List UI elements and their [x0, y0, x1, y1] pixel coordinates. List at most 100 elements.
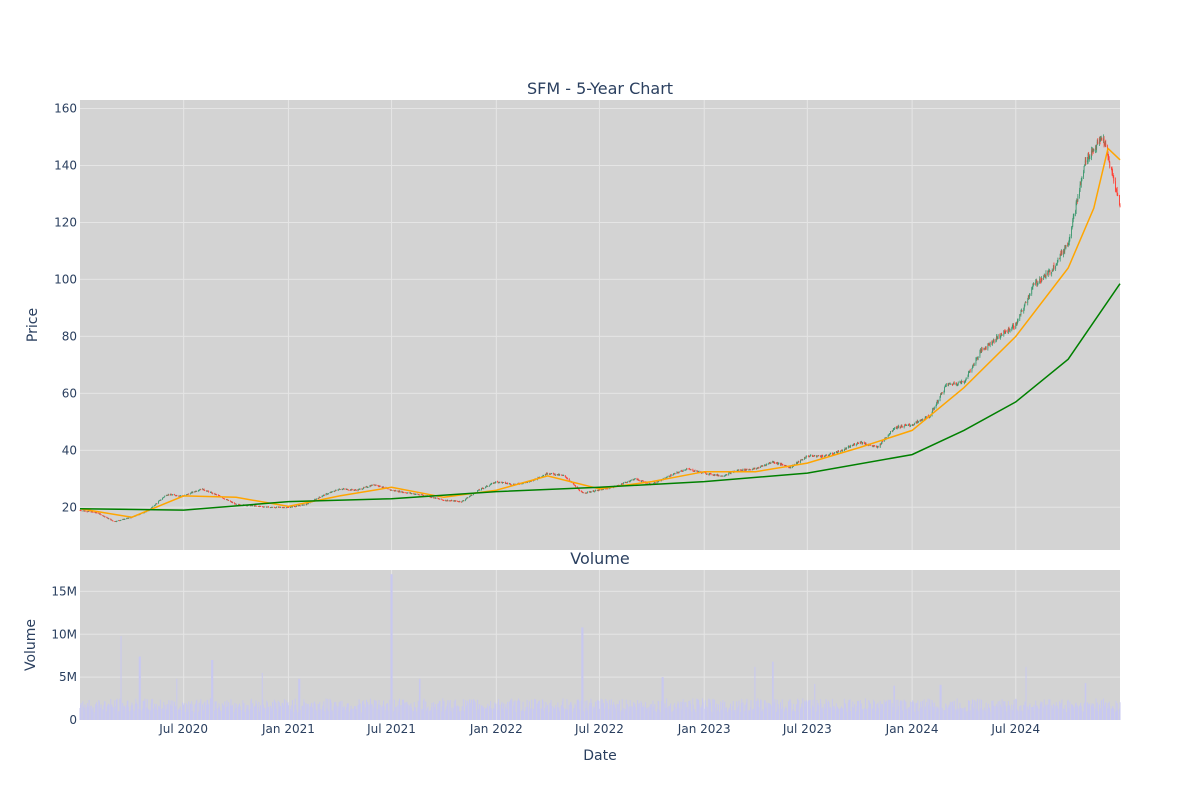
- volume-bar: [403, 699, 405, 720]
- candle-body: [948, 383, 949, 386]
- candle-body: [710, 473, 711, 475]
- candle-body: [527, 482, 529, 483]
- volume-bar: [765, 708, 767, 720]
- volume-bar: [838, 708, 840, 720]
- volume-bar: [164, 705, 166, 720]
- volume-bar: [780, 702, 782, 720]
- candle-body: [738, 469, 740, 471]
- candle-body: [881, 441, 883, 444]
- candle-body: [453, 500, 455, 502]
- volume-bar: [1028, 705, 1030, 720]
- volume-bar: [514, 700, 516, 720]
- candle-body: [458, 501, 460, 503]
- volume-bar: [626, 710, 628, 720]
- candle-body: [1021, 310, 1023, 312]
- candle-body: [1029, 293, 1031, 296]
- candle-body: [390, 489, 392, 491]
- volume-bar: [632, 706, 634, 720]
- candle-body: [442, 500, 444, 501]
- volume-bar: [250, 698, 252, 720]
- candle-body: [354, 489, 356, 491]
- volume-bar: [912, 700, 914, 720]
- candle-body: [466, 497, 468, 499]
- volume-bar: [947, 707, 949, 720]
- candle-body: [285, 507, 287, 509]
- volume-bar: [510, 700, 512, 720]
- candle-body: [455, 500, 457, 502]
- volume-bar: [311, 702, 313, 720]
- candle-body: [351, 489, 353, 491]
- volume-bar: [977, 698, 979, 720]
- candle-body: [877, 446, 879, 448]
- volume-bar: [987, 708, 989, 720]
- volume-bar: [274, 700, 276, 720]
- candle-body: [604, 488, 606, 490]
- volume-bar: [769, 712, 771, 720]
- candle-body: [577, 488, 579, 490]
- volume-bar: [337, 706, 339, 720]
- candle-body: [632, 479, 634, 481]
- volume-bar: [251, 710, 253, 720]
- candle-body: [251, 505, 253, 507]
- volume-bar: [249, 708, 251, 720]
- candle-body: [944, 385, 946, 388]
- candle-body: [497, 481, 499, 483]
- volume-bar: [840, 706, 842, 720]
- candle-body: [314, 499, 316, 501]
- volume-bar: [413, 710, 415, 720]
- volume-bar: [756, 701, 758, 720]
- candle-body: [1052, 270, 1054, 271]
- candle-body: [362, 488, 363, 490]
- candle-body: [251, 505, 252, 507]
- volume-bar: [737, 710, 739, 720]
- volume-bar: [724, 701, 726, 720]
- volume-bar: [176, 678, 178, 720]
- candle-body: [439, 498, 441, 500]
- volume-bar: [474, 702, 476, 720]
- volume-bar: [354, 709, 356, 720]
- candle-body: [1119, 205, 1121, 208]
- candle-body: [231, 502, 233, 503]
- volume-bar: [228, 702, 230, 720]
- candle-body: [774, 462, 776, 464]
- volume-bar: [702, 698, 704, 720]
- candle-body: [319, 496, 321, 498]
- candle-body: [114, 521, 116, 522]
- volume-bar: [794, 710, 796, 720]
- candle-body: [752, 468, 754, 470]
- candle-body: [1012, 325, 1014, 327]
- volume-bar: [940, 684, 942, 720]
- volume-bar: [641, 703, 643, 720]
- candle-body: [298, 505, 300, 507]
- volume-bar: [606, 700, 608, 720]
- candle-body: [84, 510, 85, 512]
- candle-body: [357, 489, 359, 491]
- volume-bar: [967, 710, 969, 720]
- volume-bar: [271, 711, 273, 720]
- candle-body: [112, 520, 113, 522]
- candle-body: [827, 455, 829, 457]
- volume-bar: [391, 574, 393, 720]
- candle-body: [874, 445, 875, 447]
- candle-body: [1116, 189, 1118, 195]
- candle-body: [441, 499, 443, 501]
- candle-body: [1041, 278, 1042, 282]
- volume-bar: [309, 706, 311, 720]
- volume-bar: [411, 710, 413, 720]
- volume-bar: [581, 627, 583, 720]
- volume-bar: [406, 709, 408, 720]
- volume-bar: [809, 699, 811, 720]
- volume-bar: [403, 702, 405, 720]
- candle-body: [956, 384, 958, 386]
- candle-body: [638, 480, 640, 481]
- candle-body: [178, 495, 179, 497]
- volume-bar: [601, 703, 603, 720]
- candle-body: [698, 471, 700, 473]
- candle-body: [87, 511, 88, 513]
- volume-bar: [413, 702, 415, 720]
- candle-body: [423, 495, 424, 496]
- candle-body: [490, 484, 492, 486]
- volume-bar: [87, 706, 89, 720]
- volume-bar: [367, 702, 369, 720]
- volume-bar: [891, 703, 893, 720]
